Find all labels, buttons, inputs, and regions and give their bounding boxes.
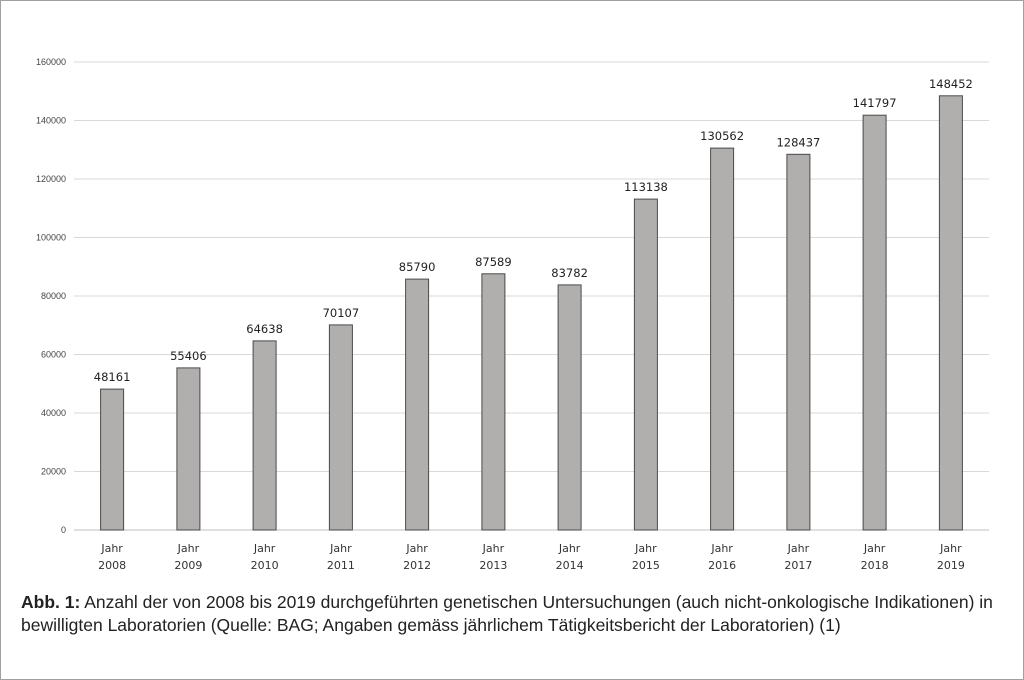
x-category-label: Jahr bbox=[787, 542, 810, 555]
y-tick-label: 140000 bbox=[36, 116, 66, 126]
x-category-label: 2008 bbox=[98, 559, 126, 572]
y-tick-label: 20000 bbox=[41, 467, 66, 477]
x-category-label: 2009 bbox=[174, 559, 202, 572]
y-tick-label: 160000 bbox=[36, 57, 66, 67]
x-category-label: 2014 bbox=[556, 559, 584, 572]
data-label: 48161 bbox=[94, 370, 131, 384]
x-category-label: Jahr bbox=[177, 542, 200, 555]
y-tick-label: 120000 bbox=[36, 174, 66, 184]
figure-caption: Abb. 1: Anzahl der von 2008 bis 2019 dur… bbox=[21, 591, 1006, 637]
data-label: 113138 bbox=[624, 180, 668, 194]
data-labels: 48161 55406 64638 70107 85790 87589 83782 11313… bbox=[94, 77, 973, 384]
x-category-label: Jahr bbox=[482, 542, 505, 555]
bar bbox=[252, 340, 277, 531]
bar bbox=[786, 153, 811, 531]
y-tick-label: 60000 bbox=[41, 350, 66, 360]
caption-label: Abb. 1: bbox=[21, 592, 81, 612]
data-label: 85790 bbox=[399, 260, 436, 274]
x-category-label: Jahr bbox=[939, 542, 962, 555]
bar bbox=[405, 278, 430, 531]
data-label: 130562 bbox=[700, 129, 744, 143]
x-category-label: Jahr bbox=[863, 542, 886, 555]
x-category-label: 2018 bbox=[861, 559, 889, 572]
x-category-label: Jahr bbox=[405, 542, 428, 555]
bar bbox=[710, 147, 735, 531]
y-tick-label: 0 bbox=[61, 525, 66, 535]
x-category-label: 2015 bbox=[632, 559, 660, 572]
x-category-label: 2012 bbox=[403, 559, 431, 572]
x-category-label: 2016 bbox=[708, 559, 736, 572]
bars bbox=[100, 95, 963, 531]
data-label: 87589 bbox=[475, 255, 512, 269]
y-axis-ticks: 0 20000 40000 60000 80000 100000 120000 140000 1… bbox=[36, 57, 66, 535]
x-category-label: 2010 bbox=[251, 559, 279, 572]
bar-chart: 0 20000 40000 60000 80000 100000 120000 140000 1… bbox=[36, 57, 989, 572]
x-category-label: 2019 bbox=[937, 559, 965, 572]
bar bbox=[176, 367, 201, 531]
data-label: 128437 bbox=[776, 135, 820, 149]
gridlines bbox=[74, 61, 989, 531]
data-label: 148452 bbox=[929, 77, 973, 91]
data-label: 141797 bbox=[853, 96, 897, 110]
x-category-label: Jahr bbox=[710, 542, 733, 555]
bar bbox=[938, 95, 963, 531]
data-label: 55406 bbox=[170, 349, 207, 363]
data-label: 64638 bbox=[246, 322, 283, 336]
x-axis-labels: Jahr 2008 Jahr 2009 Jahr 2010 Jahr 2011 Jahr 2012… bbox=[98, 542, 965, 572]
x-category-label: 2017 bbox=[784, 559, 812, 572]
y-tick-label: 100000 bbox=[36, 233, 66, 243]
x-category-label: Jahr bbox=[634, 542, 657, 555]
x-category-label: Jahr bbox=[100, 542, 123, 555]
x-category-label: Jahr bbox=[558, 542, 581, 555]
x-category-label: Jahr bbox=[253, 542, 276, 555]
data-label: 70107 bbox=[323, 306, 360, 320]
bar bbox=[100, 388, 125, 531]
x-category-label: Jahr bbox=[329, 542, 352, 555]
x-category-label: 2013 bbox=[479, 559, 507, 572]
caption-text: Anzahl der von 2008 bis 2019 durchgeführ… bbox=[21, 592, 993, 635]
y-tick-label: 40000 bbox=[41, 408, 66, 418]
y-tick-label: 80000 bbox=[41, 291, 66, 301]
bar bbox=[481, 273, 506, 531]
x-category-label: 2011 bbox=[327, 559, 355, 572]
bar bbox=[557, 284, 582, 531]
bar bbox=[633, 198, 658, 531]
bar bbox=[862, 114, 887, 531]
bar bbox=[328, 324, 353, 531]
data-label: 83782 bbox=[551, 266, 588, 280]
